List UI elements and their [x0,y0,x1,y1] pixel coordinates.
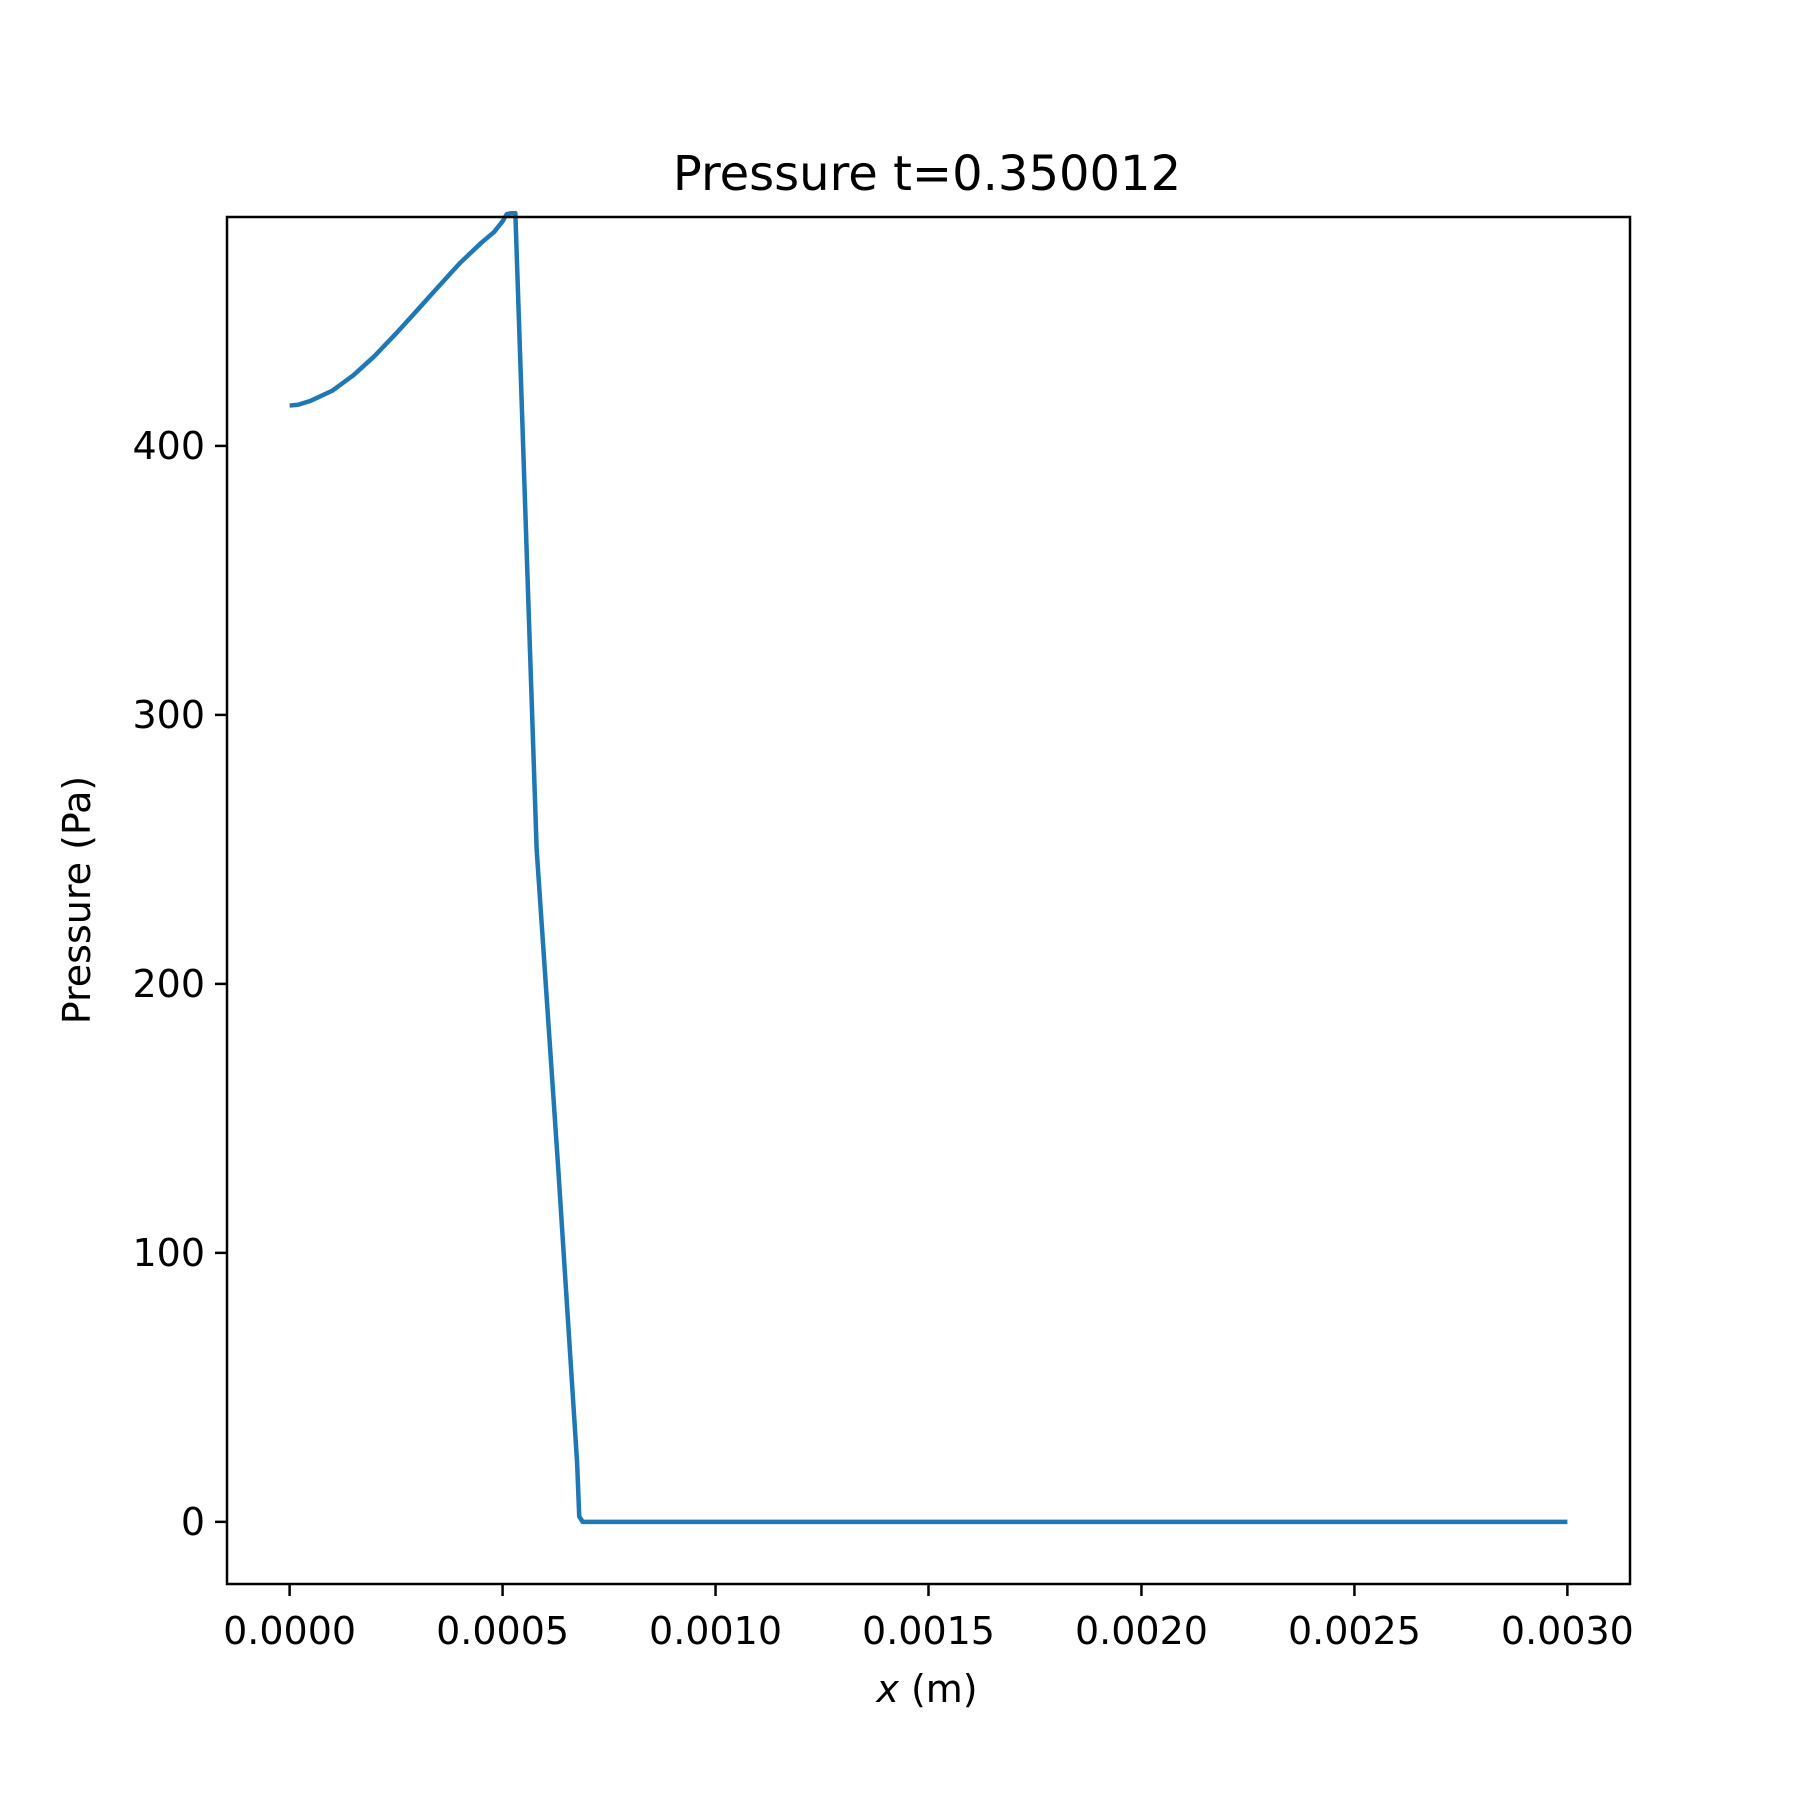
x-axis-label-variable: x [875,1667,899,1711]
x-tick-label: 0.0025 [1288,1609,1421,1653]
y-axis-label: Pressure (Pa) [55,776,99,1024]
plot-area [289,210,1568,1525]
pressure-series-line [289,210,1568,1525]
y-tick-label: 100 [132,1231,205,1275]
y-tick-label: 400 [132,424,205,468]
axes-frame [225,215,1632,1586]
x-tick-label: 0.0000 [223,1609,356,1653]
x-tick-label: 0.0005 [436,1609,569,1653]
x-axis-label-unit: (m) [899,1667,978,1711]
y-tick-label: 300 [132,693,205,737]
y-axis-ticks: 0 100 200 300 400 [132,424,227,1544]
x-tick-label: 0.0010 [649,1609,782,1653]
chart-title: Pressure t=0.350012 [673,146,1181,202]
x-tick-label: 0.0030 [1501,1609,1634,1653]
x-tick-label: 0.0020 [1075,1609,1208,1653]
x-axis-ticks: 0.0000 0.0005 0.0010 0.0015 0.0020 0.0025 0.00… [223,1584,1634,1653]
x-axis-label: x (m) [875,1667,977,1711]
y-tick-label: 0 [181,1500,205,1544]
x-tick-label: 0.0015 [862,1609,995,1653]
y-tick-label: 200 [132,962,205,1006]
